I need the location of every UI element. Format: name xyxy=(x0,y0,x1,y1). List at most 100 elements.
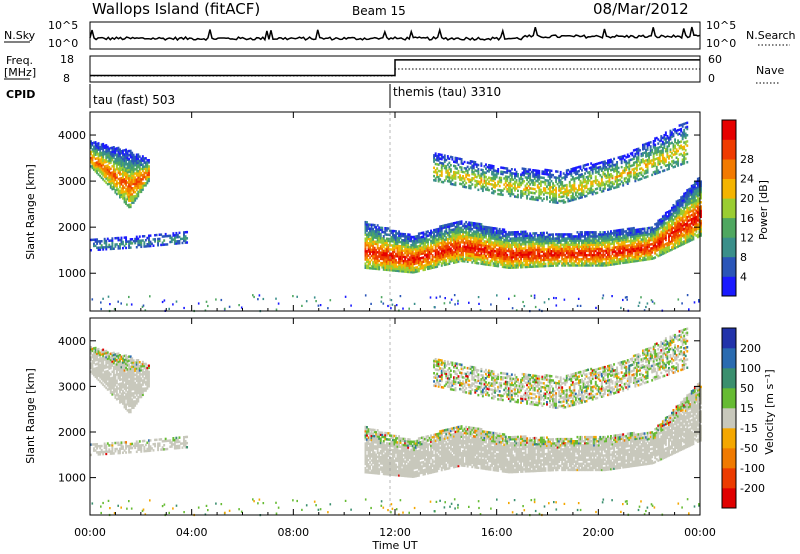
echo-cell xyxy=(614,246,617,249)
echo-cell xyxy=(588,253,591,257)
echo-cell xyxy=(137,159,140,163)
echo-cell xyxy=(700,197,702,200)
echo-cell xyxy=(668,210,670,213)
echo-cell xyxy=(111,156,114,160)
echo-cell xyxy=(375,261,378,264)
echo-cell xyxy=(492,241,495,244)
echo-cell xyxy=(375,234,378,237)
echo-cell xyxy=(427,244,429,248)
echo-cell xyxy=(497,260,500,264)
echo-cell xyxy=(445,252,448,256)
echo-cell xyxy=(695,193,698,196)
echo-cell xyxy=(684,216,687,220)
echo-cell xyxy=(677,245,680,248)
echo-cell xyxy=(477,222,480,226)
echo-cell xyxy=(468,161,471,165)
echo-cell xyxy=(568,253,571,257)
echo-cell xyxy=(109,171,112,175)
echo-cell xyxy=(454,246,457,249)
echo-cell xyxy=(431,247,434,251)
echo-cell xyxy=(114,191,117,194)
echo-cell xyxy=(530,257,533,260)
echo-cell xyxy=(488,242,490,246)
echo-cell xyxy=(626,250,629,254)
echo-cell xyxy=(530,242,533,246)
echo-cell xyxy=(175,231,178,235)
echo-cell xyxy=(480,172,483,176)
echo-cell xyxy=(524,172,527,175)
echo-cell xyxy=(125,198,128,201)
echo-cell xyxy=(672,208,675,211)
echo-cell xyxy=(684,194,687,197)
echo-cell xyxy=(617,229,620,232)
echo-cell xyxy=(649,234,652,238)
echo-cell xyxy=(561,239,564,242)
echo-cell xyxy=(523,251,526,254)
echo-cell xyxy=(542,256,545,260)
echo-cell xyxy=(469,256,472,260)
echo-cell xyxy=(425,263,428,267)
echo-cell xyxy=(129,151,132,155)
echo-cell xyxy=(469,223,472,227)
echo-cell xyxy=(463,222,466,226)
echo-cell xyxy=(527,244,530,248)
echo-cell xyxy=(668,249,670,253)
echo-cell xyxy=(692,194,695,197)
echo-cell xyxy=(611,259,614,262)
echo-cell xyxy=(471,221,474,225)
echo-cell xyxy=(148,236,150,240)
echo-cell xyxy=(453,234,455,237)
echo-cell xyxy=(102,155,105,158)
echo-cell xyxy=(567,237,570,240)
echo-cell xyxy=(631,243,634,247)
echo-cell xyxy=(533,187,536,191)
echo-cell xyxy=(512,231,515,234)
echo-cell xyxy=(683,211,686,214)
echo-cell xyxy=(364,241,367,245)
echo-cell xyxy=(555,262,558,265)
echo-cell xyxy=(108,172,111,175)
echo-cell xyxy=(463,231,466,234)
echo-cell xyxy=(144,177,147,181)
echo-cell xyxy=(664,230,667,233)
echo-cell xyxy=(425,230,428,234)
echo-cell xyxy=(148,167,150,170)
echo-cell xyxy=(646,249,649,253)
echo-cell xyxy=(474,249,477,252)
echo-cell xyxy=(581,241,583,244)
echo-cell xyxy=(648,237,651,240)
echo-cell xyxy=(681,241,684,244)
echo-cell xyxy=(623,244,626,248)
echo-cell xyxy=(463,167,466,170)
echo-cell xyxy=(485,182,487,185)
echo-cell xyxy=(453,177,455,180)
echo-cell xyxy=(692,235,695,239)
echo-cell xyxy=(135,153,138,156)
echo-cell xyxy=(407,249,410,253)
echo-cell xyxy=(570,249,573,253)
echo-cell xyxy=(105,154,108,157)
echo-cell xyxy=(669,230,672,233)
echo-cell xyxy=(99,166,102,170)
echo-cell xyxy=(637,240,640,244)
echo-cell xyxy=(413,235,416,239)
echo-cell xyxy=(97,163,100,166)
echo-cell xyxy=(106,170,109,174)
echo-cell xyxy=(614,239,617,243)
echo-cell xyxy=(594,241,597,244)
echo-cell xyxy=(690,228,693,231)
echo-cell xyxy=(160,233,163,236)
echo-cell xyxy=(454,165,457,168)
echo-cell xyxy=(501,261,504,264)
echo-cell xyxy=(661,246,664,249)
echo-cell xyxy=(462,162,465,165)
echo-cell xyxy=(568,239,571,242)
echo-cell xyxy=(535,254,538,258)
echo-cell xyxy=(695,190,698,194)
echo-cell xyxy=(507,239,510,242)
echo-cell xyxy=(512,264,515,267)
echo-cell xyxy=(404,260,407,263)
echo-cell xyxy=(614,262,617,266)
echo-cell xyxy=(690,201,693,204)
echo-cell xyxy=(690,203,693,206)
